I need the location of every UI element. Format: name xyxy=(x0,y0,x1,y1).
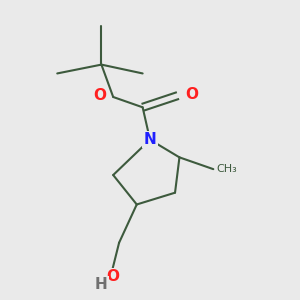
Text: O: O xyxy=(93,88,106,103)
Text: N: N xyxy=(144,132,156,147)
Text: O: O xyxy=(185,87,198,102)
Text: CH₃: CH₃ xyxy=(216,164,237,174)
Text: H: H xyxy=(95,277,108,292)
Text: O: O xyxy=(107,269,120,284)
